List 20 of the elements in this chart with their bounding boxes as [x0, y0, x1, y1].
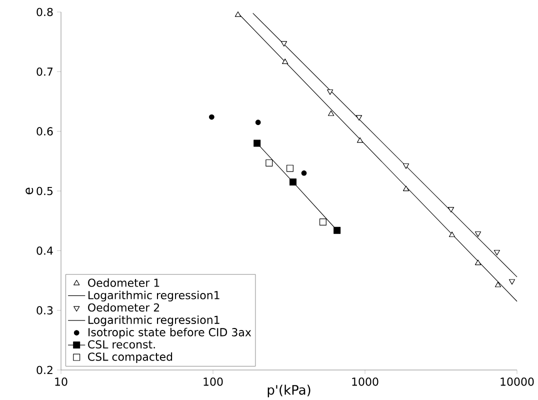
legend-label: CSL compacted: [88, 352, 172, 364]
y-tick-label: 0.4: [36, 246, 53, 255]
x-tick-label: 10000: [500, 378, 534, 386]
legend-label: Logarithmic regression1: [88, 315, 220, 326]
legend-label: Oedometer 1: [88, 278, 160, 287]
y-tick-label: 0.5: [36, 186, 53, 196]
x-tick-label: 1000: [352, 378, 378, 386]
x-tick-label: 10: [55, 378, 68, 386]
y-axis-title: e: [26, 188, 34, 194]
x-tick-label: 100: [204, 378, 223, 386]
legend-label: Logarithmic regression1: [88, 290, 220, 302]
x-axis-title: p'(kPa): [268, 384, 310, 398]
y-tick-label: 0.3: [36, 306, 53, 314]
y-tick-label: 0.6: [36, 127, 53, 136]
legend-label: CSL reconst.: [88, 340, 155, 349]
legend-label: Oedometer 2: [88, 303, 160, 312]
y-tick-label: 0.8: [36, 8, 53, 16]
y-tick-label: 0.7: [36, 68, 53, 76]
y-tick-label: 0.2: [36, 366, 52, 374]
legend-label: Isotropic state before CID 3ax: [88, 328, 252, 338]
